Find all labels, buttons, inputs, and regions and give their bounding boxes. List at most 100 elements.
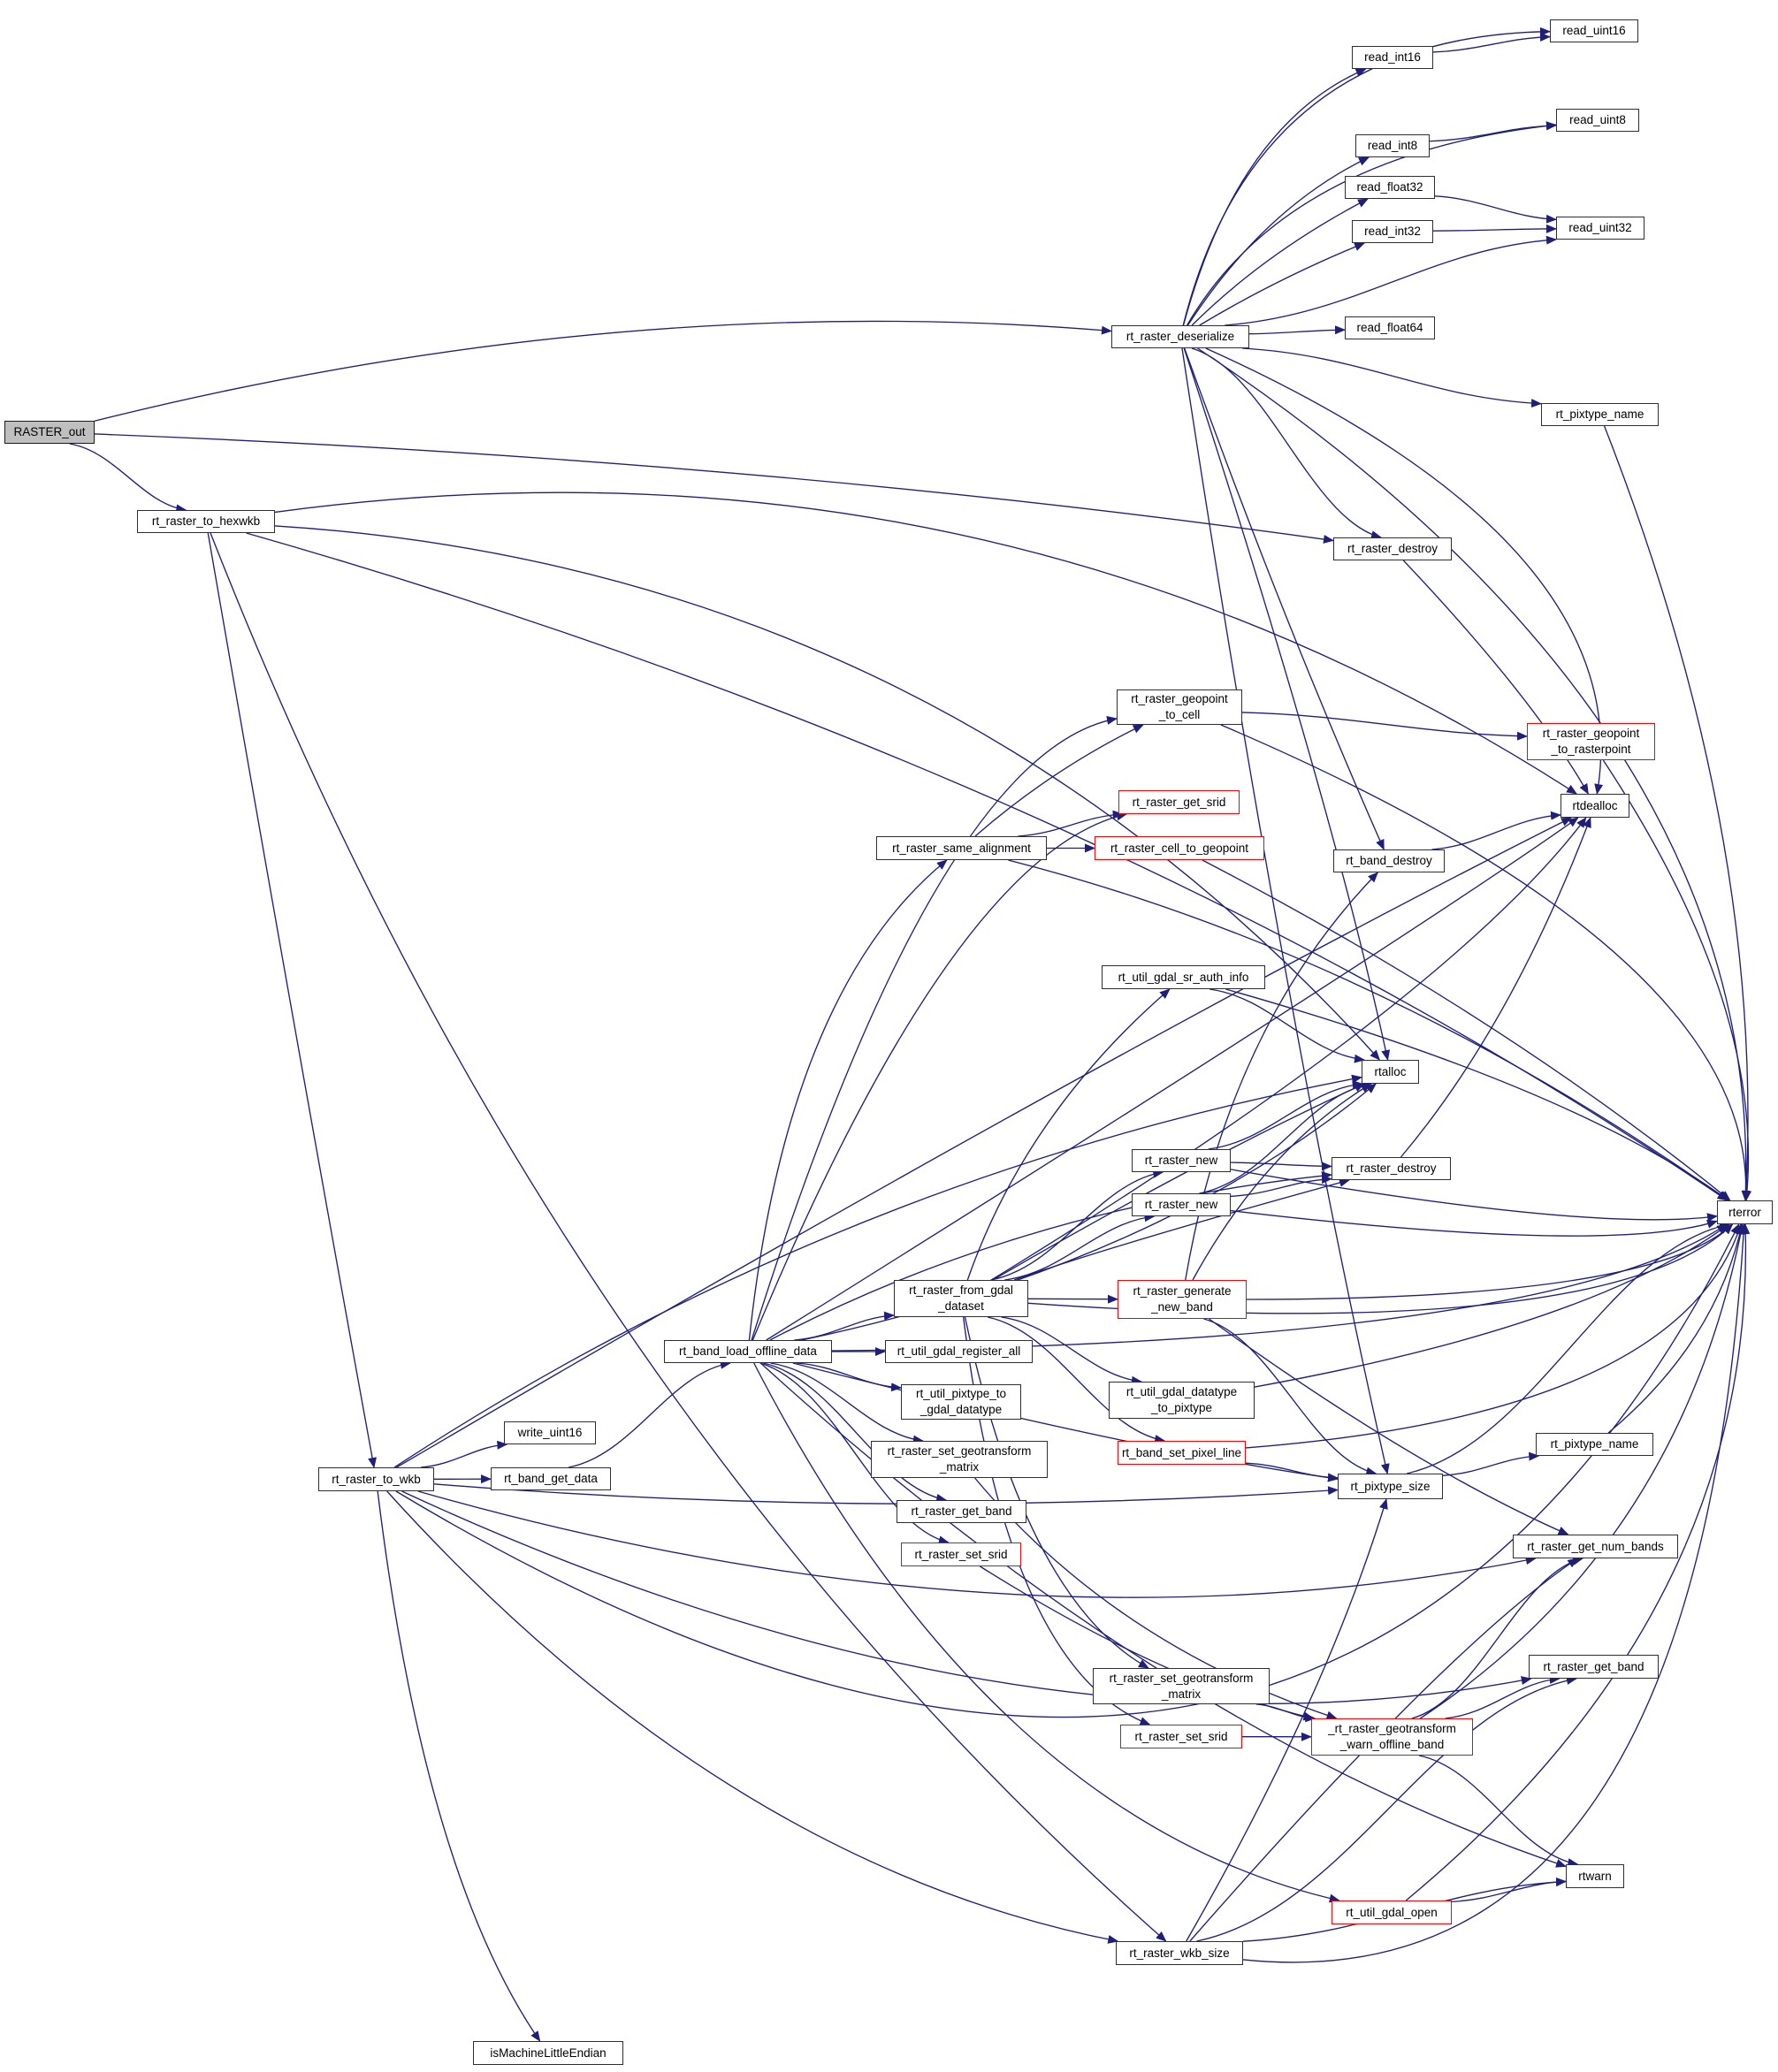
node-write-uint16[interactable]: write_uint16	[504, 1421, 596, 1444]
edge-from_gdal-to-sr_auth_info	[966, 988, 1171, 1281]
node-label: rt_util_gdal_sr_auth_info	[1118, 970, 1249, 984]
node-rtdealloc[interactable]: rtdealloc	[1561, 794, 1629, 818]
edge-deserialize-to-read_int32	[1199, 242, 1366, 326]
edge-from_gdal-to-rtdealloc	[990, 817, 1587, 1281]
node-label: _matrix	[1161, 1687, 1202, 1701]
node-generate-new-band[interactable]: rt_raster_generate _new_band	[1118, 1280, 1247, 1319]
node-pixtype-name2[interactable]: rt_pixtype_name	[1536, 1433, 1653, 1456]
node-gdal-datatype-to-pixtype[interactable]: rt_util_gdal_datatype _to_pixtype	[1109, 1382, 1255, 1419]
node-label: rt_raster_cell_to_geopoint	[1110, 841, 1249, 855]
node-wkb-size[interactable]: rt_raster_wkb_size	[1116, 1941, 1243, 1965]
node-label: read_uint16	[1562, 24, 1626, 38]
node-set-pixel-line[interactable]: rt_band_set_pixel_line	[1118, 1441, 1246, 1465]
node-sr-auth-info[interactable]: rt_util_gdal_sr_auth_info	[1102, 965, 1265, 989]
node-pixtype-size[interactable]: rt_pixtype_size	[1338, 1474, 1443, 1499]
node-label: rt_raster_same_alignment	[892, 841, 1031, 855]
node-load-offline[interactable]: rt_band_load_offline_data	[664, 1340, 832, 1363]
node-get-num-bands[interactable]: rt_raster_get_num_bands	[1513, 1535, 1678, 1558]
node-pixtype-to-gdal[interactable]: rt_util_pixtype_to _gdal_datatype	[901, 1384, 1021, 1420]
node-register-all[interactable]: rt_util_gdal_register_all	[885, 1340, 1033, 1363]
node-band-destroy[interactable]: rt_band_destroy	[1333, 849, 1445, 872]
node-label: rtwarn	[1578, 1869, 1612, 1883]
node-set-srid1[interactable]: rt_raster_set_srid	[901, 1543, 1021, 1566]
node-deserialize[interactable]: rt_raster_deserialize	[1111, 325, 1249, 348]
node-label: _gdal_datatype	[920, 1403, 1003, 1416]
edge-read_float32-to-read_uint32	[1434, 195, 1557, 224]
node-label: rt_raster_get_num_bands	[1527, 1539, 1664, 1553]
edge-to_wkb-to-rtdealloc	[396, 817, 1573, 1468]
edge-new2-to-rterror	[1230, 1209, 1718, 1237]
node-pixtype-name1[interactable]: rt_pixtype_name	[1541, 403, 1659, 426]
node-label: rt_raster_geopoint	[1131, 692, 1228, 706]
node-get-band1[interactable]: rt_raster_get_band	[897, 1500, 1026, 1523]
node-label: rt_util_gdal_register_all	[897, 1345, 1021, 1359]
edge-generate_new_band-to-get_num_bands	[1209, 1318, 1569, 1535]
node-rtwarn[interactable]: rtwarn	[1566, 1864, 1624, 1888]
node-destroy1[interactable]: rt_raster_destroy	[1333, 537, 1452, 560]
node-read-int32[interactable]: read_int32	[1352, 220, 1433, 243]
node-label: _matrix	[939, 1460, 980, 1474]
node-label: _rt_raster_geotransform	[1328, 1722, 1456, 1736]
edge-raster_out-to-to_hexwkb	[69, 443, 187, 514]
node-label: rt_raster_wkb_size	[1129, 1946, 1230, 1960]
node-warn-offline[interactable]: _rt_raster_geotransform _warn_offline_ban…	[1311, 1718, 1473, 1756]
node-get-band2[interactable]: rt_raster_get_band	[1529, 1655, 1659, 1679]
node-to-wkb[interactable]: rt_raster_to_wkb	[318, 1467, 434, 1491]
node-to-hexwkb[interactable]: rt_raster_to_hexwkb	[137, 510, 275, 533]
node-label: rt_pixtype_size	[1350, 1479, 1431, 1493]
node-label: rt_raster_get_band	[911, 1504, 1012, 1519]
edge-gdal_open-to-rterror	[1405, 1223, 1751, 1901]
edge-cell_to_geopoint-to-rterror	[1202, 859, 1731, 1201]
edge-load_offline-to-rtalloc	[801, 1083, 1377, 1341]
node-from-gdal[interactable]: rt_raster_from_gdal _dataset	[894, 1280, 1028, 1317]
node-srid2[interactable]: rt_raster_set_srid	[1120, 1725, 1242, 1748]
edge-generate_new_band-to-rtalloc	[1192, 1083, 1372, 1281]
node-rterror[interactable]: rterror	[1717, 1200, 1773, 1224]
node-gdal-open[interactable]: rt_util_gdal_open	[1332, 1901, 1452, 1924]
node-destroy2[interactable]: rt_raster_destroy	[1332, 1157, 1451, 1180]
node-read-float32[interactable]: read_float32	[1345, 176, 1435, 199]
edge-matrix2-to-warn_offline	[1255, 1703, 1316, 1723]
node-read-uint16[interactable]: read_uint16	[1550, 19, 1638, 42]
edge-load_offline-to-same_alignment	[748, 859, 948, 1341]
edge-deserialize-to-rterror	[1197, 347, 1751, 1201]
edge-same_alignment-to-geopoint_to_cell	[974, 724, 1144, 837]
node-cell-to-geopoint[interactable]: rt_raster_cell_to_geopoint	[1095, 836, 1264, 860]
node-geopoint-to-cell[interactable]: rt_raster_geopoint _to_cell	[1117, 689, 1242, 725]
node-label: read_uint8	[1569, 113, 1626, 127]
edge-from_gdal-to-rtalloc	[992, 1083, 1365, 1281]
edge-deserialize-to-read_int16	[1182, 68, 1367, 326]
node-get-srid[interactable]: rt_raster_get_srid	[1118, 790, 1240, 814]
node-read-int8[interactable]: read_int8	[1355, 134, 1430, 157]
node-new1[interactable]: rt_raster_new	[1132, 1149, 1231, 1172]
node-rtalloc[interactable]: rtalloc	[1362, 1060, 1419, 1084]
node-new2[interactable]: rt_raster_new	[1132, 1193, 1231, 1216]
edge-read_int8-to-read_uint8	[1429, 121, 1557, 142]
node-read-uint32[interactable]: read_uint32	[1556, 217, 1644, 240]
node-matrix1[interactable]: rt_raster_set_geotransform _matrix	[871, 1441, 1048, 1478]
edge-load_offline-to-pixtype_to_gdal	[796, 1362, 902, 1392]
node-read-int16[interactable]: read_int16	[1352, 46, 1433, 69]
edge-from_gdal-to-new2	[1004, 1213, 1156, 1281]
edge-deserialize-to-band_destroy	[1184, 347, 1385, 850]
node-same-alignment[interactable]: rt_raster_same_alignment	[876, 836, 1047, 860]
node-band-get-data[interactable]: rt_band_get_data	[491, 1467, 611, 1490]
edge-to_hexwkb-to-rterror	[246, 532, 1728, 1201]
edge-load_offline-to-rtdealloc	[766, 817, 1579, 1341]
edge-band_get_data-to-load_offline	[569, 1360, 731, 1468]
node-read-float64[interactable]: read_float64	[1345, 316, 1435, 339]
node-raster-out[interactable]: RASTER_out	[4, 421, 95, 444]
node-label: read_float32	[1356, 180, 1423, 194]
edge-load_offline-to-get_srid	[752, 811, 1127, 1341]
node-matrix2[interactable]: rt_raster_set_geotransform _matrix	[1093, 1668, 1270, 1704]
node-label: read_int32	[1364, 225, 1421, 239]
node-geopoint-to-rasterpoint[interactable]: rt_raster_geopoint _to_rasterpoint	[1527, 723, 1655, 760]
node-label: rt_raster_set_srid	[914, 1547, 1008, 1561]
node-read-uint8[interactable]: read_uint8	[1556, 109, 1639, 132]
node-label: rtdealloc	[1572, 798, 1618, 812]
edge-generate_new_band-to-rterror	[1246, 1223, 1734, 1300]
node-label: _new_band	[1151, 1300, 1213, 1314]
node-label: rt_util_gdal_open	[1346, 1905, 1438, 1919]
node-little-endian[interactable]: isMachineLittleEndian	[473, 2041, 623, 2065]
